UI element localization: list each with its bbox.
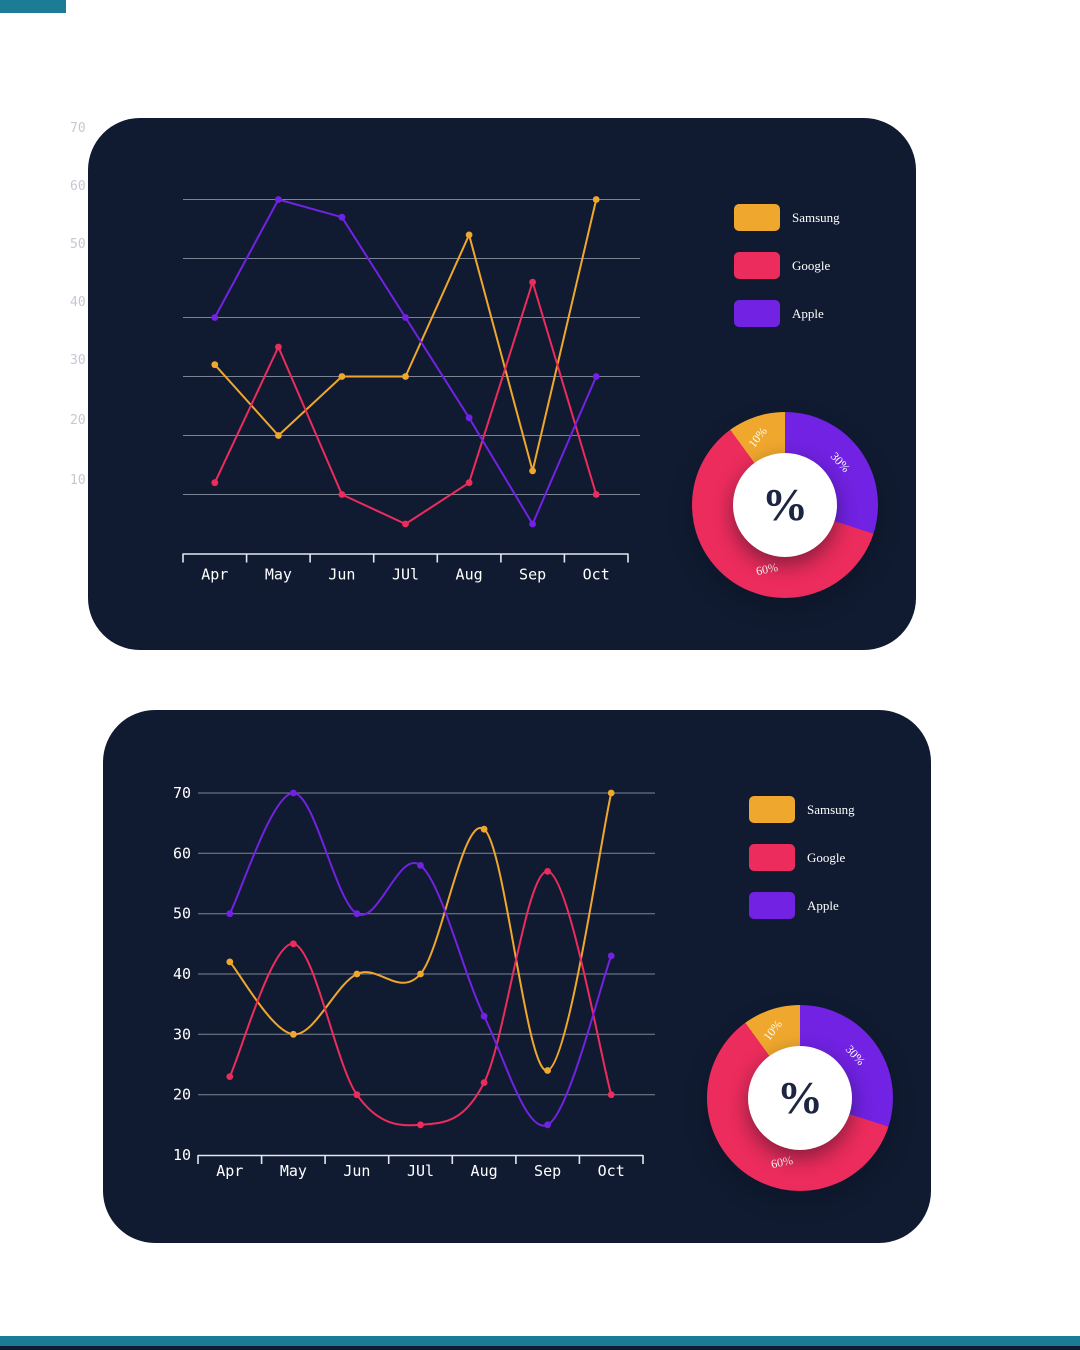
donut-chart: 10% 30% 60% % [692, 412, 878, 598]
donut-center: % [733, 453, 837, 557]
svg-text:Sep: Sep [534, 1162, 561, 1180]
dashboard-card-bottom: Apr May Jun JUl Aug Sep Oct 70 60 50 40 30 20 10 Sams… [103, 710, 931, 1243]
legend-item-samsung: Samsung [749, 796, 855, 823]
outer-ytick-label: 70 [70, 121, 86, 136]
dashboard-card-top: Apr May Jun JUl Aug Sep Oct Samsung Google App… [88, 118, 916, 650]
svg-text:20: 20 [173, 1086, 191, 1104]
legend-item-samsung: Samsung [734, 204, 840, 231]
percent-symbol: % [777, 1072, 823, 1123]
svg-text:50: 50 [173, 905, 191, 923]
svg-text:Oct: Oct [583, 566, 610, 584]
legend-label-apple: Apple [807, 897, 839, 913]
legend-label-google: Google [807, 849, 846, 865]
svg-text:May: May [280, 1162, 307, 1180]
top-accent-bar [0, 0, 66, 13]
legend-item-google: Google [734, 252, 840, 279]
legend-label-apple: Apple [792, 305, 824, 321]
svg-text:Apr: Apr [216, 1162, 243, 1180]
google-color-swatch [734, 252, 780, 279]
apple-color-swatch [749, 892, 795, 919]
outer-ytick-label: 60 [70, 179, 86, 194]
svg-text:Aug: Aug [471, 1162, 498, 1180]
outer-y-axis-labels: 70 60 50 40 30 20 10 [70, 121, 100, 501]
svg-text:Apr: Apr [201, 566, 228, 584]
apple-color-swatch [734, 300, 780, 327]
outer-ytick-label: 50 [70, 237, 86, 252]
svg-text:May: May [265, 566, 292, 584]
samsung-color-swatch [749, 796, 795, 823]
percent-symbol: % [762, 479, 808, 530]
svg-text:Aug: Aug [456, 566, 483, 584]
svg-text:10: 10 [173, 1146, 191, 1164]
legend-item-google: Google [749, 844, 855, 871]
bottom-accent-bar [0, 1336, 1080, 1346]
chart-legend: Samsung Google Apple [749, 796, 855, 940]
legend-label-samsung: Samsung [792, 209, 840, 225]
legend-label-google: Google [792, 257, 831, 273]
legend-item-apple: Apple [749, 892, 855, 919]
svg-text:70: 70 [173, 784, 191, 802]
svg-text:JUl: JUl [407, 1162, 434, 1180]
svg-text:Oct: Oct [598, 1162, 625, 1180]
outer-ytick-label: 40 [70, 295, 86, 310]
chart-legend: Samsung Google Apple [734, 204, 840, 348]
outer-ytick-label: 30 [70, 353, 86, 368]
legend-label-samsung: Samsung [807, 801, 855, 817]
svg-text:30: 30 [173, 1025, 191, 1043]
line-chart-straight: Apr May Jun JUl Aug Sep Oct [182, 196, 640, 584]
google-color-swatch [749, 844, 795, 871]
svg-text:40: 40 [173, 965, 191, 983]
bottom-edge-bar [0, 1346, 1080, 1350]
svg-text:JUl: JUl [392, 566, 419, 584]
outer-ytick-label: 10 [70, 473, 86, 488]
line-chart-smooth: Apr May Jun JUl Aug Sep Oct 70 60 50 40 30 20 10 [173, 784, 655, 1180]
svg-text:Jun: Jun [328, 566, 355, 584]
donut-center: % [748, 1046, 852, 1150]
legend-item-apple: Apple [734, 300, 840, 327]
donut-chart: 10% 30% 60% % [707, 1005, 893, 1191]
samsung-color-swatch [734, 204, 780, 231]
outer-ytick-label: 20 [70, 413, 86, 428]
svg-text:Sep: Sep [519, 566, 546, 584]
svg-text:Jun: Jun [343, 1162, 370, 1180]
svg-text:60: 60 [173, 844, 191, 862]
